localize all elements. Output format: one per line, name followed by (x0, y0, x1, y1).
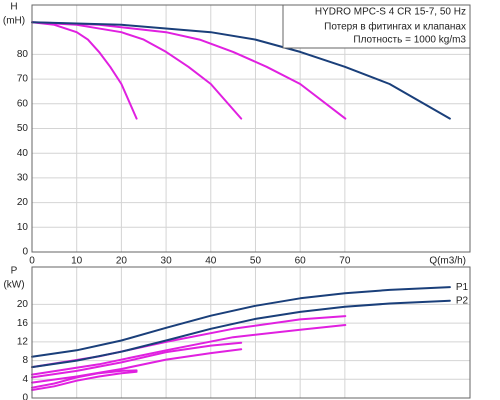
y-tick-label: 16 (17, 318, 29, 329)
y-axis-unit: (kW) (3, 280, 24, 291)
curve (31, 21, 451, 120)
curve (31, 348, 243, 384)
y-tick-label: 20 (17, 299, 29, 310)
y-tick-label: 80 (17, 49, 29, 60)
y-tick-label: 60 (17, 98, 29, 109)
x-tick-label: 30 (161, 256, 173, 267)
annotation: Плотность = 1000 kg/m3 (353, 35, 466, 46)
x-tick-label: 10 (71, 256, 83, 267)
y-tick-label: 12 (17, 336, 29, 347)
y-tick-label: 30 (17, 173, 29, 184)
curve (31, 299, 451, 369)
annotation: Потеря в фитингах и клапанах (324, 21, 466, 33)
x-tick-label: 20 (116, 256, 128, 267)
y-tick-label: 70 (17, 74, 29, 85)
x-axis-label: Q(m3/h) (429, 256, 466, 267)
y-axis-unit: (mH) (3, 16, 25, 27)
x-tick-label: 50 (250, 256, 262, 267)
curve (31, 21, 243, 120)
y-axis-label: H (10, 2, 17, 13)
x-tick-label: 60 (295, 256, 307, 267)
curve (31, 21, 138, 120)
y-tick-label: 8 (22, 355, 28, 366)
y-tick-label: 0 (22, 393, 28, 400)
curve (31, 370, 138, 391)
x-tick-label: 0 (29, 256, 35, 267)
plot-frame (31, 266, 471, 399)
x-tick-label: 70 (339, 256, 351, 267)
plot-frame (31, 4, 471, 253)
y-tick-label: 4 (22, 374, 28, 385)
x-tick-label: 40 (205, 256, 217, 267)
curve (31, 341, 243, 379)
y-tick-label: 40 (17, 148, 29, 159)
curve-label: P2 (456, 295, 469, 306)
curve (31, 324, 347, 376)
curve (31, 21, 347, 120)
chart-title: HYDRO MPC-S 4 CR 15-7, 50 Hz (315, 7, 466, 18)
y-tick-label: 20 (17, 197, 29, 208)
curve-label: P1 (456, 282, 469, 293)
y-tick-label: 10 (17, 222, 29, 233)
curve (31, 286, 451, 358)
info-box (282, 4, 471, 49)
y-axis-label: P (11, 266, 18, 277)
y-tick-label: 0 (22, 247, 28, 258)
y-tick-label: 50 (17, 123, 29, 134)
